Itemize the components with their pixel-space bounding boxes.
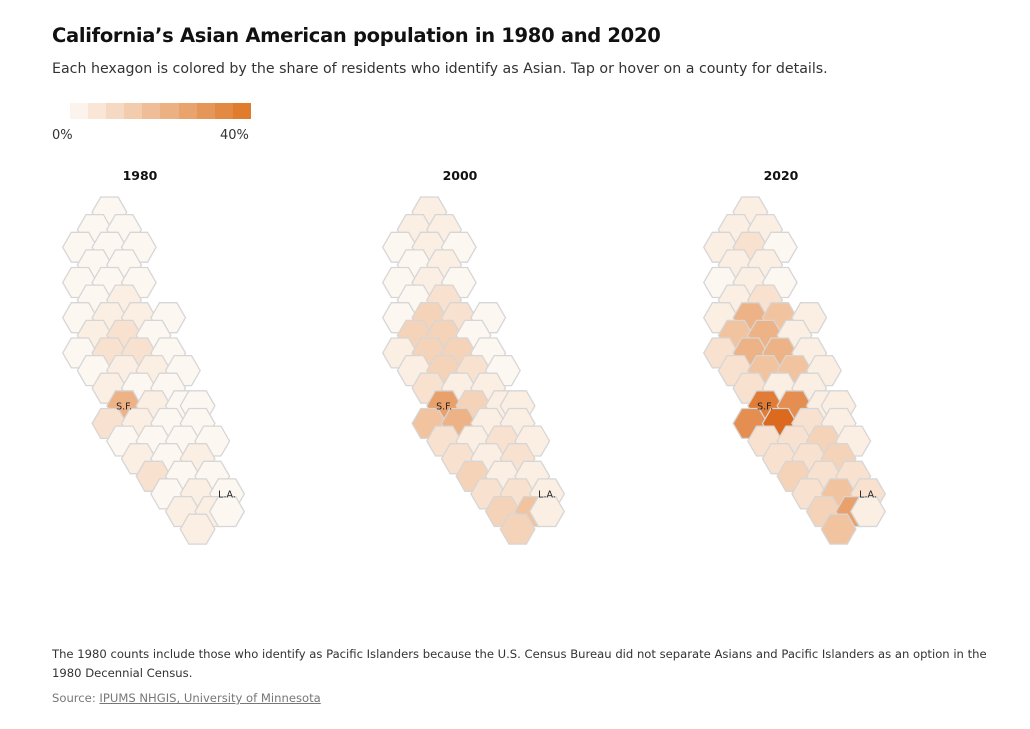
county-hexagon[interactable] bbox=[820, 513, 857, 545]
county-hexagon[interactable] bbox=[849, 495, 887, 528]
county-hexagon[interactable] bbox=[179, 513, 216, 545]
county-hexagon[interactable] bbox=[528, 495, 566, 528]
legend-swatch bbox=[232, 103, 251, 119]
county-hexagon[interactable] bbox=[208, 495, 246, 528]
year-label: 1980 bbox=[123, 168, 158, 183]
color-legend bbox=[70, 103, 251, 119]
legend-swatch bbox=[106, 103, 125, 119]
legend-swatch bbox=[160, 103, 179, 119]
year-label: 2020 bbox=[764, 168, 799, 183]
legend-swatch bbox=[214, 103, 233, 119]
legend-min-label: 0% bbox=[52, 128, 73, 143]
source-line: Source: IPUMS NHGIS, University of Minne… bbox=[52, 691, 321, 705]
legend-max-label: 40% bbox=[220, 128, 249, 143]
legend-swatch bbox=[88, 103, 107, 119]
legend-swatch bbox=[124, 103, 143, 119]
legend-swatch bbox=[142, 103, 161, 119]
footnote: The 1980 counts include those who identi… bbox=[52, 647, 987, 680]
year-label: 2000 bbox=[443, 168, 478, 183]
legend-swatch bbox=[178, 103, 197, 119]
legend-swatch bbox=[196, 103, 215, 119]
chart-subtitle: Each hexagon is colored by the share of … bbox=[52, 61, 828, 77]
source-link[interactable]: IPUMS NHGIS, University of Minnesota bbox=[99, 691, 321, 705]
legend-swatch bbox=[70, 103, 89, 119]
source-prefix: Source: bbox=[52, 691, 100, 705]
chart-title: California’s Asian American population i… bbox=[52, 24, 661, 47]
county-hexagon[interactable] bbox=[499, 513, 536, 545]
